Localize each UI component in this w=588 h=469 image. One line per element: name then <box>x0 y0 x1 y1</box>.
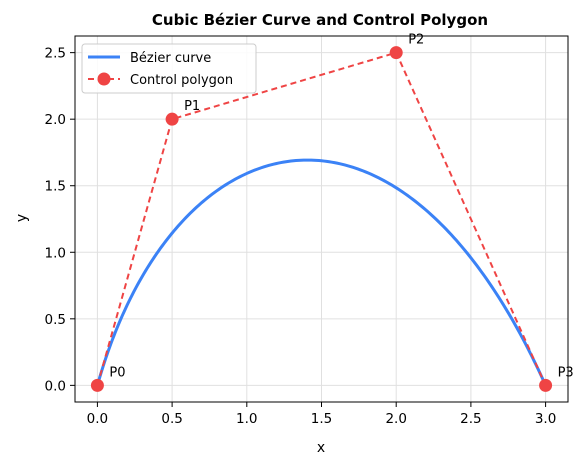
control-point-label: P3 <box>558 365 574 380</box>
legend-box <box>81 43 257 94</box>
x-tick-label: 1.5 <box>311 411 332 427</box>
y-tick-label: 2.0 <box>45 112 66 128</box>
legend-bezier-label: Bézier curve <box>130 51 211 66</box>
x-axis-label: x <box>317 440 325 456</box>
y-ticks: 0.0 0.5 1.0 1.5 2.0 2.5 <box>45 46 75 394</box>
y-tick-label: 0.5 <box>45 312 66 328</box>
x-tick-label: 2.5 <box>460 411 481 427</box>
x-ticks: 0.0 0.5 1.0 1.5 2.0 2.5 3.0 <box>87 402 556 427</box>
x-tick-label: 2.0 <box>385 411 406 427</box>
legend-polygon-marker <box>97 72 111 86</box>
y-tick-label: 2.5 <box>45 46 66 62</box>
legend-polygon-label: Control polygon <box>130 73 233 88</box>
legend: Bézier curve Control polygon <box>81 43 257 94</box>
control-point-marker <box>165 112 179 126</box>
chart-title: Cubic Bézier Curve and Control Polygon <box>152 11 488 29</box>
control-point-marker <box>539 378 553 392</box>
y-tick-label: 1.0 <box>45 245 66 261</box>
bezier-curve-line <box>95 158 547 386</box>
control-point-label: P0 <box>109 365 125 380</box>
control-point-marker <box>389 46 403 60</box>
x-tick-label: 0.5 <box>161 411 182 427</box>
control-point-label: P2 <box>408 33 424 48</box>
x-tick-label: 1.0 <box>236 411 257 427</box>
x-tick-label: 0.0 <box>87 411 108 427</box>
y-tick-label: 0.0 <box>45 378 66 394</box>
y-axis-label: y <box>14 214 30 222</box>
control-point-label: P1 <box>184 99 200 114</box>
control-polygon-line <box>96 51 547 386</box>
x-tick-label: 3.0 <box>535 411 556 427</box>
series-layer: P0 P1 P2 P3 <box>90 33 574 392</box>
y-tick-label: 1.5 <box>45 179 66 195</box>
control-point-marker <box>90 378 104 392</box>
